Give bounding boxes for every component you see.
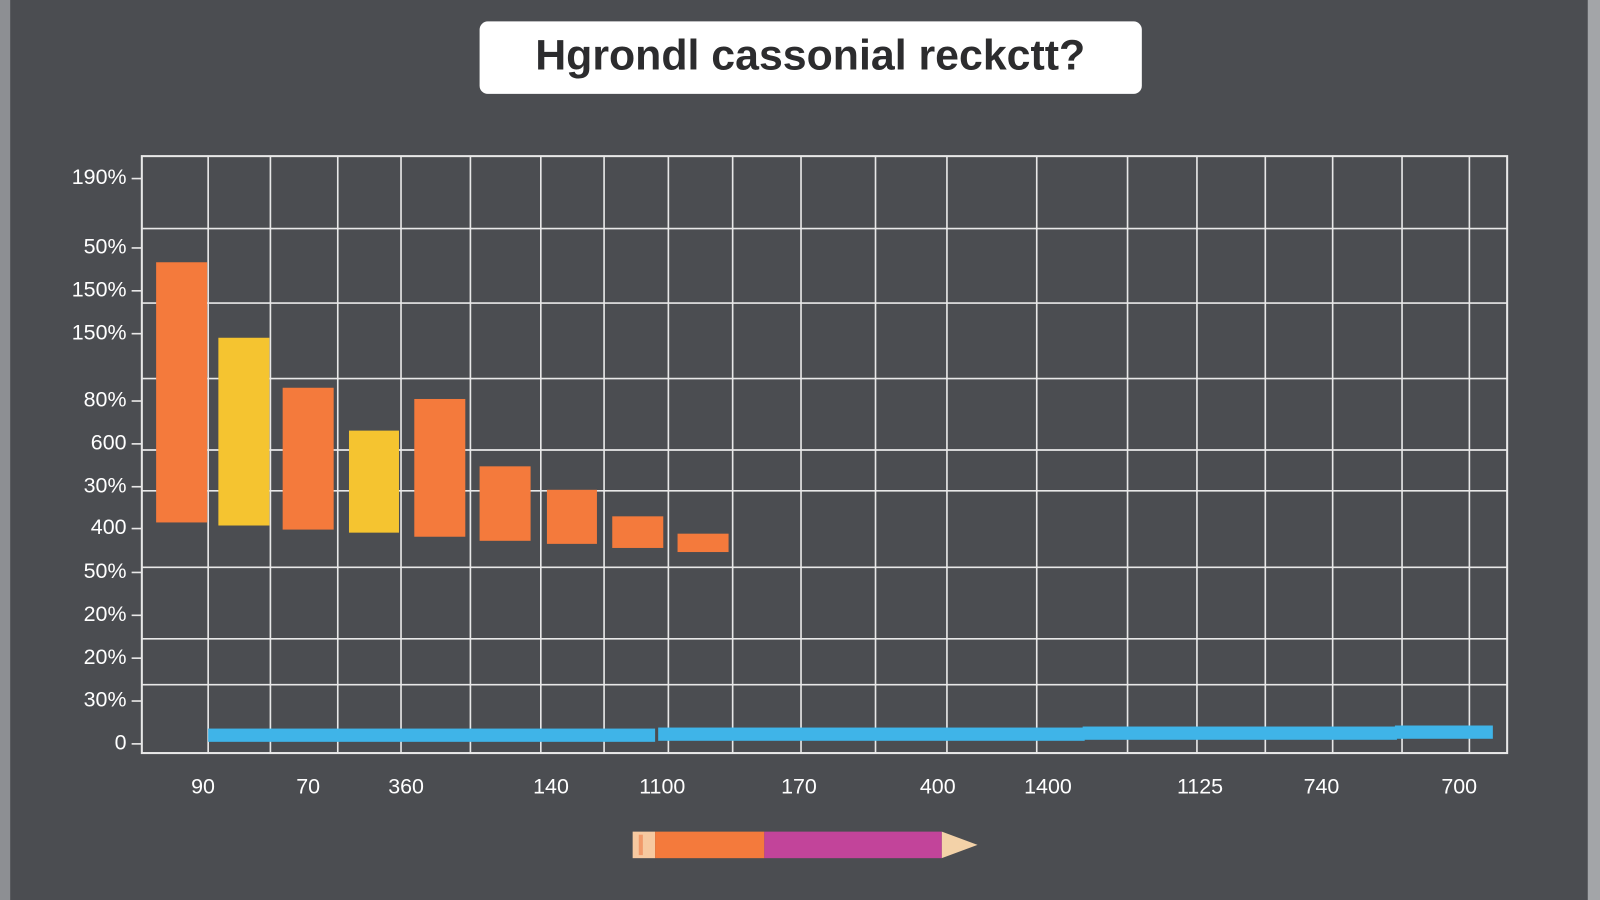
y-axis-label: 30% — [84, 688, 127, 712]
y-axis-label: 150% — [72, 320, 127, 344]
bar — [156, 262, 208, 523]
pencil-stripe — [638, 834, 643, 856]
bar — [282, 387, 334, 530]
plot-frame — [140, 155, 1509, 755]
bar — [414, 398, 466, 537]
y-axis-label: 150% — [72, 277, 127, 301]
bar — [546, 489, 597, 544]
bar — [348, 430, 399, 533]
pencil — [632, 831, 978, 859]
line-segment — [1082, 726, 1397, 740]
y-axis-label: 400 — [91, 515, 127, 539]
title-box — [479, 21, 1142, 94]
bars — [156, 262, 729, 553]
labels: 190% 50% 150% 150% 80% 600 30% 400 50% 20% 20% 30% 0… — [72, 165, 1477, 798]
x-axis-label: 360 — [388, 774, 424, 798]
y-axis-label: 0 — [115, 731, 127, 755]
y-axis-label: 20% — [84, 645, 127, 669]
bar — [612, 516, 664, 548]
baseline-line — [208, 725, 1493, 742]
line-segment — [1394, 725, 1493, 739]
right-edge — [1587, 0, 1600, 900]
x-axis-label: 700 — [1441, 774, 1477, 798]
x-axis-label: 170 — [781, 774, 817, 798]
grid — [140, 155, 1509, 755]
pencil-end — [632, 831, 656, 859]
x-axis-label: 400 — [920, 774, 956, 798]
y-axis-label: 30% — [84, 473, 127, 497]
x-axis-label: 1125 — [1177, 774, 1223, 798]
y-axis-label: 190% — [72, 165, 127, 189]
bar — [479, 466, 531, 541]
y-axis-label: 80% — [84, 388, 127, 412]
x-axis-label: 1400 — [1024, 774, 1072, 798]
y-axis-label: 50% — [84, 235, 127, 259]
x-axis-label: 1100 — [639, 774, 685, 798]
pencil-body — [655, 831, 765, 859]
title: Hgrondl cassonial reckctt? — [535, 31, 1085, 79]
y-axis-label: 20% — [84, 602, 127, 626]
x-axis-label: 70 — [296, 774, 320, 798]
x-axis-label: 90 — [191, 774, 215, 798]
line-segment — [658, 727, 1085, 741]
line-segment — [208, 728, 656, 742]
x-axis-label: 140 — [533, 774, 569, 798]
y-axis-label: 50% — [84, 559, 127, 583]
pencil-body — [764, 831, 942, 859]
left-edge — [0, 0, 11, 900]
y-axis-label: 600 — [91, 431, 127, 455]
x-axis-label: 740 — [1304, 774, 1340, 798]
pencil-tip — [941, 831, 978, 859]
bar — [218, 337, 270, 526]
bar — [677, 533, 729, 553]
